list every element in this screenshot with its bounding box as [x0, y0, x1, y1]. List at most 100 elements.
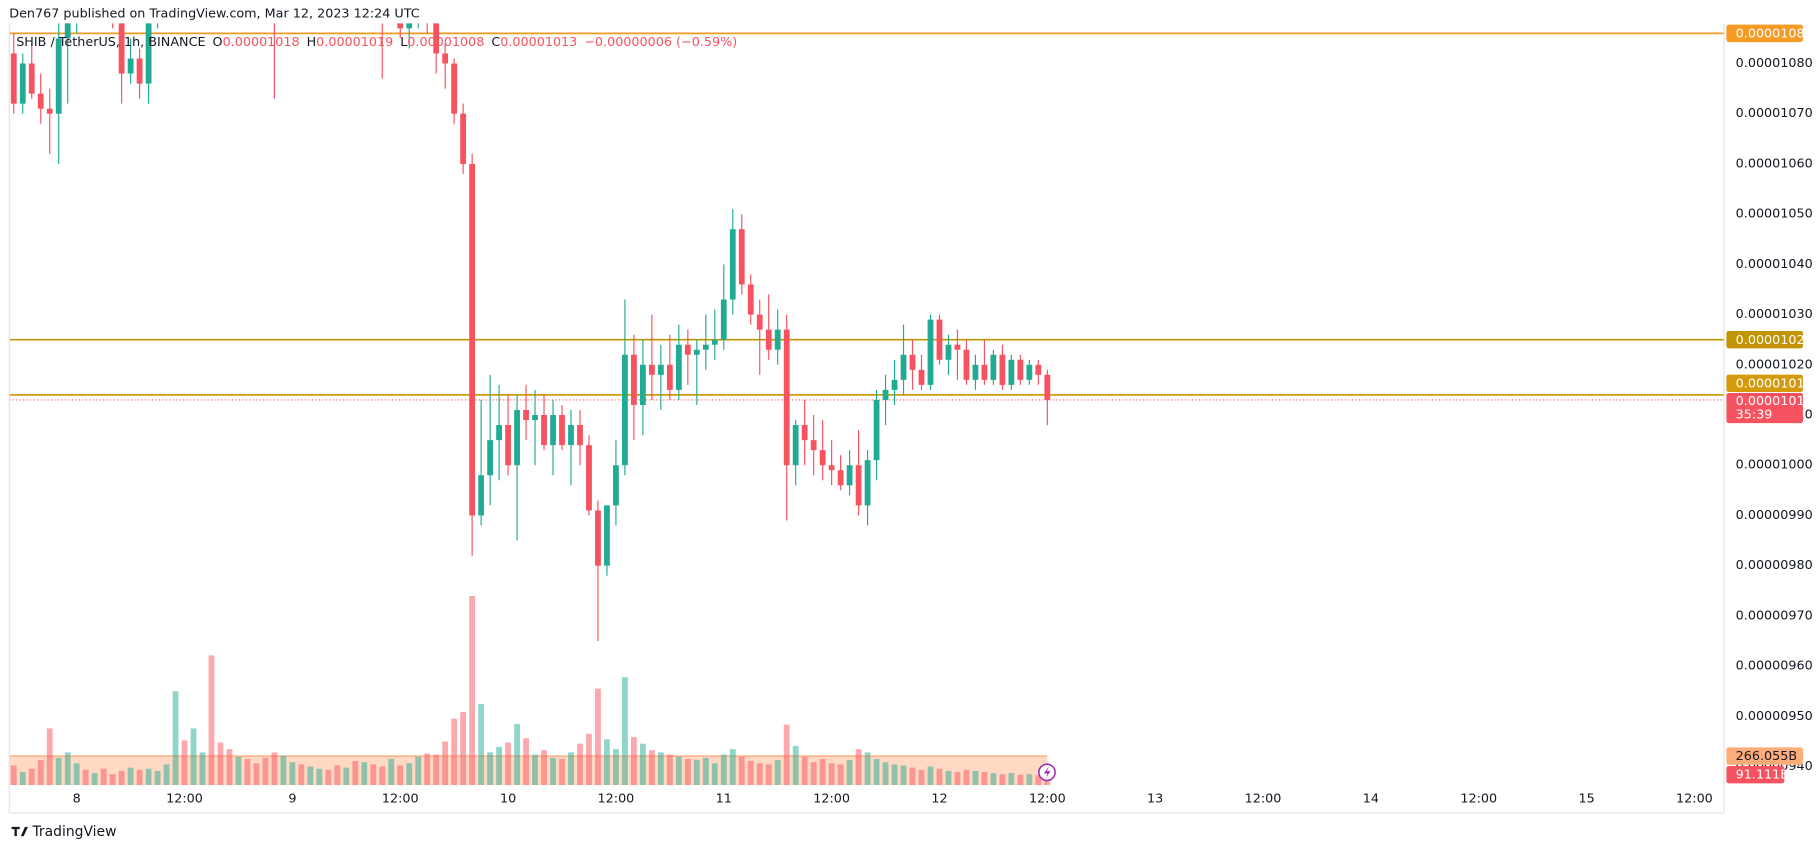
- volume-bar: [909, 767, 916, 786]
- volume-bar: [1008, 773, 1015, 786]
- y-tick-label: 0.00001050: [1736, 207, 1813, 222]
- volume-bar: [361, 762, 368, 786]
- candle-body: [550, 415, 556, 446]
- candle-body: [747, 284, 754, 315]
- volume-bar: [118, 770, 125, 786]
- legend-item: 0.00001008: [407, 34, 484, 49]
- volume-bar: [442, 741, 449, 786]
- last-price-label: 0.00001013: [1736, 394, 1813, 409]
- volume-bar: [469, 595, 476, 786]
- volume-bar: [747, 761, 754, 786]
- candle-body: [136, 58, 143, 84]
- x-tick-label: 9: [288, 791, 296, 806]
- volume-bar: [810, 762, 817, 786]
- price-label: 0.00001025: [1736, 333, 1813, 348]
- volume-bar: [73, 763, 80, 786]
- brand-logo: [11, 826, 28, 837]
- y-tick-label: 0.00000960: [1736, 659, 1813, 674]
- volume-bar: [199, 752, 206, 786]
- volume-bar: [37, 760, 44, 786]
- volume-bar: [478, 703, 485, 786]
- volume-bar: [343, 767, 350, 786]
- volume-bar: [613, 749, 619, 786]
- legend-item: L: [400, 34, 408, 49]
- candle-body: [675, 344, 682, 390]
- volume-pane: [9, 595, 1051, 786]
- legend-item: O: [213, 34, 223, 49]
- countdown: 35:39: [1736, 408, 1773, 423]
- candles: [10, 23, 1051, 641]
- candle-body: [406, 23, 413, 29]
- volume-bar: [379, 766, 386, 786]
- symbol: SHIB / TetherUS, 1h, BINANCE: [16, 34, 205, 49]
- candle-body: [999, 354, 1006, 385]
- candle-body: [774, 329, 781, 350]
- candle-body: [990, 354, 997, 380]
- x-tick-label: 15: [1578, 791, 1594, 806]
- y-tick-label: 0.00001060: [1736, 156, 1813, 171]
- volume-bar: [675, 756, 682, 786]
- volume-bar: [523, 738, 529, 786]
- candle-body: [738, 229, 745, 285]
- candle-body: [568, 425, 574, 446]
- symbol-legend: SHIB / TetherUS, 1h, BINANCE O0.00001018 H…: [16, 34, 737, 49]
- x-tick-label: 12:00: [1676, 791, 1713, 806]
- candle-body: [846, 465, 853, 486]
- candle-body: [127, 58, 134, 74]
- candle-body: [505, 425, 511, 466]
- candle-body: [10, 53, 17, 104]
- volume-bar: [64, 752, 71, 786]
- candle-body: [37, 93, 44, 109]
- candle-body: [918, 369, 925, 385]
- candle-body: [720, 299, 727, 340]
- volume-bar: [154, 770, 161, 786]
- volume-bar: [325, 769, 332, 786]
- x-tick-label: 14: [1363, 791, 1379, 806]
- x-tick-label: 12:00: [1460, 791, 1497, 806]
- price-lines: [9, 32, 1725, 401]
- volume-bar: [190, 728, 197, 786]
- y-tick-label: 0.00001000: [1736, 458, 1813, 473]
- volume-bar: [828, 763, 835, 786]
- y-tick-label: 0.00000970: [1736, 608, 1813, 623]
- volume-last-label: 91.111B: [1736, 768, 1789, 783]
- volume-bar: [226, 749, 233, 786]
- candle-body: [595, 510, 601, 566]
- candle-body: [963, 349, 970, 380]
- volume-bar: [595, 688, 601, 786]
- x-tick-label: 8: [73, 791, 81, 806]
- candle-body: [639, 364, 646, 405]
- volume-bar: [756, 763, 763, 786]
- volume-bar: [280, 755, 287, 786]
- y-tick-label: 0.00001040: [1736, 257, 1813, 272]
- volume-bar: [388, 758, 395, 786]
- event-icon-bolt: [1044, 766, 1051, 779]
- candle-body: [657, 364, 664, 375]
- candle-body: [532, 415, 538, 421]
- candle-body: [1008, 359, 1015, 385]
- candle-body: [936, 319, 943, 360]
- volume-bar: [568, 752, 574, 786]
- candle-body: [702, 344, 709, 350]
- legend-item: C: [491, 34, 500, 49]
- volume-bar: [1017, 774, 1024, 786]
- y-tick-label: 0.00000980: [1736, 558, 1813, 573]
- volume-bar: [604, 739, 610, 786]
- volume-bar: [433, 754, 440, 786]
- candle-body: [55, 38, 62, 114]
- candle-body: [693, 349, 700, 355]
- volume-bar: [900, 765, 907, 786]
- volume-bar: [864, 752, 871, 786]
- candle-body: [891, 379, 898, 390]
- candle-body: [972, 364, 979, 380]
- candle-body: [1035, 364, 1042, 375]
- volume-bar: [693, 760, 700, 786]
- candle-body: [864, 460, 871, 506]
- x-tick-label: 12:00: [813, 791, 850, 806]
- candle-body: [666, 364, 673, 390]
- last-price-box: [1726, 392, 1803, 424]
- candle-body: [19, 63, 26, 104]
- volume-bar: [532, 754, 538, 786]
